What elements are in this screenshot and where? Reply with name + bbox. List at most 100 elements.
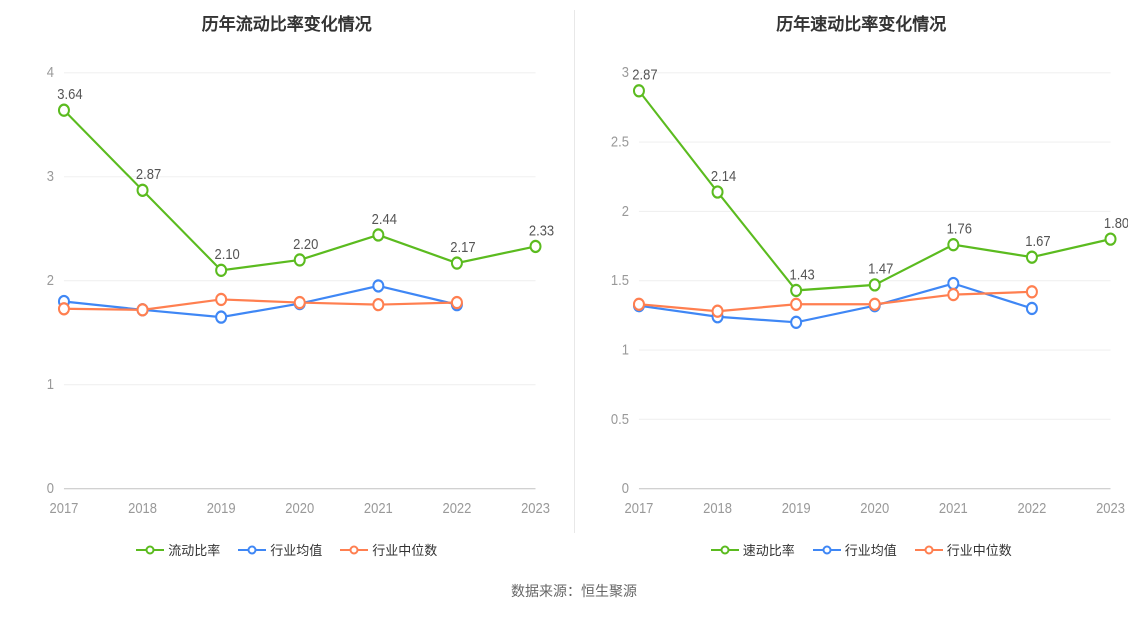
chart-panel-current-ratio: 历年流动比率变化情况 0 1 2 3 4 2017 2018 2019 2020 2021 2022…	[0, 0, 574, 573]
x-tick-label: 2017	[624, 500, 653, 516]
series-marker	[216, 265, 226, 276]
x-tick-label: 2022	[1017, 500, 1046, 516]
plot-area-quick-ratio: 00.511.522.53201720182019202020212022202…	[595, 55, 1129, 522]
series-marker	[1026, 303, 1036, 314]
x-tick-label: 2018	[703, 500, 732, 516]
series-marker	[1105, 234, 1115, 245]
series-marker	[373, 280, 383, 291]
legend-swatch	[238, 543, 266, 557]
series-marker	[452, 297, 462, 308]
legend-swatch	[136, 543, 164, 557]
data-point-label: 2.44	[372, 211, 398, 227]
legend-item[interactable]: 流动比率	[136, 540, 220, 559]
series-marker	[138, 304, 148, 315]
series-marker	[869, 299, 879, 310]
data-point-label: 1.43	[789, 267, 815, 283]
chart-svg-quick-ratio: 00.511.522.53201720182019202020212022202…	[595, 55, 1129, 522]
series-marker	[633, 299, 643, 310]
series-marker	[216, 294, 226, 305]
legend-item[interactable]: 行业中位数	[340, 540, 437, 559]
data-point-label: 2.17	[450, 239, 475, 255]
dashboard-container: 历年流动比率变化情况 0 1 2 3 4 2017 2018 2019 2020 2021 2022…	[0, 0, 1148, 619]
y-tick-label: 3	[621, 65, 629, 81]
series-marker	[531, 241, 541, 252]
data-point-label: 2.10	[215, 247, 241, 263]
data-point-label: 2.33	[529, 223, 554, 239]
legend-current-ratio: 流动比率 行业均值 行业中位数	[20, 522, 554, 573]
series-marker	[791, 317, 801, 328]
legend-label: 行业中位数	[947, 540, 1012, 559]
chart-panel-quick-ratio: 历年速动比率变化情况 00.511.522.532017201820192020…	[575, 0, 1148, 573]
x-tick-label: 2021	[938, 500, 967, 516]
legend-swatch	[340, 543, 368, 557]
series-line	[638, 292, 1031, 311]
x-tick-label: 2020	[285, 500, 314, 516]
data-point-label: 2.87	[136, 167, 161, 183]
x-tick-label: 2022	[442, 500, 471, 516]
legend-item[interactable]: 速动比率	[711, 540, 795, 559]
x-tick-label: 2023	[521, 500, 550, 516]
x-tick-label: 2023	[1096, 500, 1125, 516]
legend-item[interactable]: 行业中位数	[915, 540, 1012, 559]
x-tick-label: 2019	[207, 500, 236, 516]
series-marker	[633, 85, 643, 96]
legend-item[interactable]: 行业均值	[813, 540, 897, 559]
legend-quick-ratio: 速动比率 行业均值 行业中位数	[595, 522, 1129, 573]
series-marker	[59, 105, 69, 116]
data-point-label: 1.76	[946, 221, 972, 237]
legend-swatch	[813, 543, 841, 557]
legend-label: 行业均值	[270, 540, 322, 559]
data-point-label: 3.64	[57, 86, 83, 102]
series-marker	[948, 289, 958, 300]
series-marker	[712, 186, 722, 197]
series-marker	[295, 254, 305, 265]
y-tick-label: 1	[47, 377, 54, 393]
series-marker	[59, 303, 69, 314]
x-tick-label: 2018	[128, 500, 157, 516]
x-tick-label: 2017	[50, 500, 79, 516]
series-marker	[452, 257, 462, 268]
legend-label: 行业中位数	[372, 540, 437, 559]
data-point-label: 1.67	[1025, 233, 1050, 249]
series-marker	[138, 185, 148, 196]
legend-swatch	[915, 543, 943, 557]
y-tick-label: 4	[47, 65, 55, 81]
series-marker	[1026, 252, 1036, 263]
series-marker	[295, 297, 305, 308]
y-tick-label: 1	[621, 342, 628, 358]
series-line	[638, 283, 1031, 322]
data-point-label: 2.87	[632, 67, 657, 83]
y-tick-label: 0.5	[610, 411, 628, 427]
y-tick-label: 1.5	[610, 273, 628, 289]
series-marker	[869, 279, 879, 290]
x-tick-label: 2020	[860, 500, 889, 516]
charts-row: 历年流动比率变化情况 0 1 2 3 4 2017 2018 2019 2020 2021 2022…	[0, 0, 1148, 573]
series-marker	[791, 285, 801, 296]
y-tick-label: 3	[47, 169, 55, 185]
data-point-label: 2.14	[710, 168, 736, 184]
series-marker	[948, 239, 958, 250]
series-marker	[791, 299, 801, 310]
legend-label: 行业均值	[845, 540, 897, 559]
y-tick-label: 0	[47, 480, 55, 496]
x-tick-label: 2021	[364, 500, 393, 516]
chart-title-current-ratio: 历年流动比率变化情况	[20, 10, 554, 35]
data-point-label: 2.20	[293, 236, 319, 252]
series-marker	[216, 312, 226, 323]
series-marker	[712, 306, 722, 317]
y-tick-label: 2	[621, 203, 628, 219]
data-point-label: 1.47	[868, 261, 893, 277]
data-point-label: 1.80	[1103, 215, 1128, 231]
x-tick-label: 2019	[781, 500, 810, 516]
y-tick-label: 2	[47, 273, 54, 289]
y-tick-label: 2.5	[610, 134, 628, 150]
legend-label: 速动比率	[743, 540, 795, 559]
series-marker	[1026, 286, 1036, 297]
series-marker	[948, 278, 958, 289]
legend-item[interactable]: 行业均值	[238, 540, 322, 559]
legend-swatch	[711, 543, 739, 557]
source-note: 数据来源：恒生聚源	[0, 573, 1148, 619]
chart-title-quick-ratio: 历年速动比率变化情况	[595, 10, 1129, 35]
series-marker	[373, 299, 383, 310]
series-marker	[373, 229, 383, 240]
